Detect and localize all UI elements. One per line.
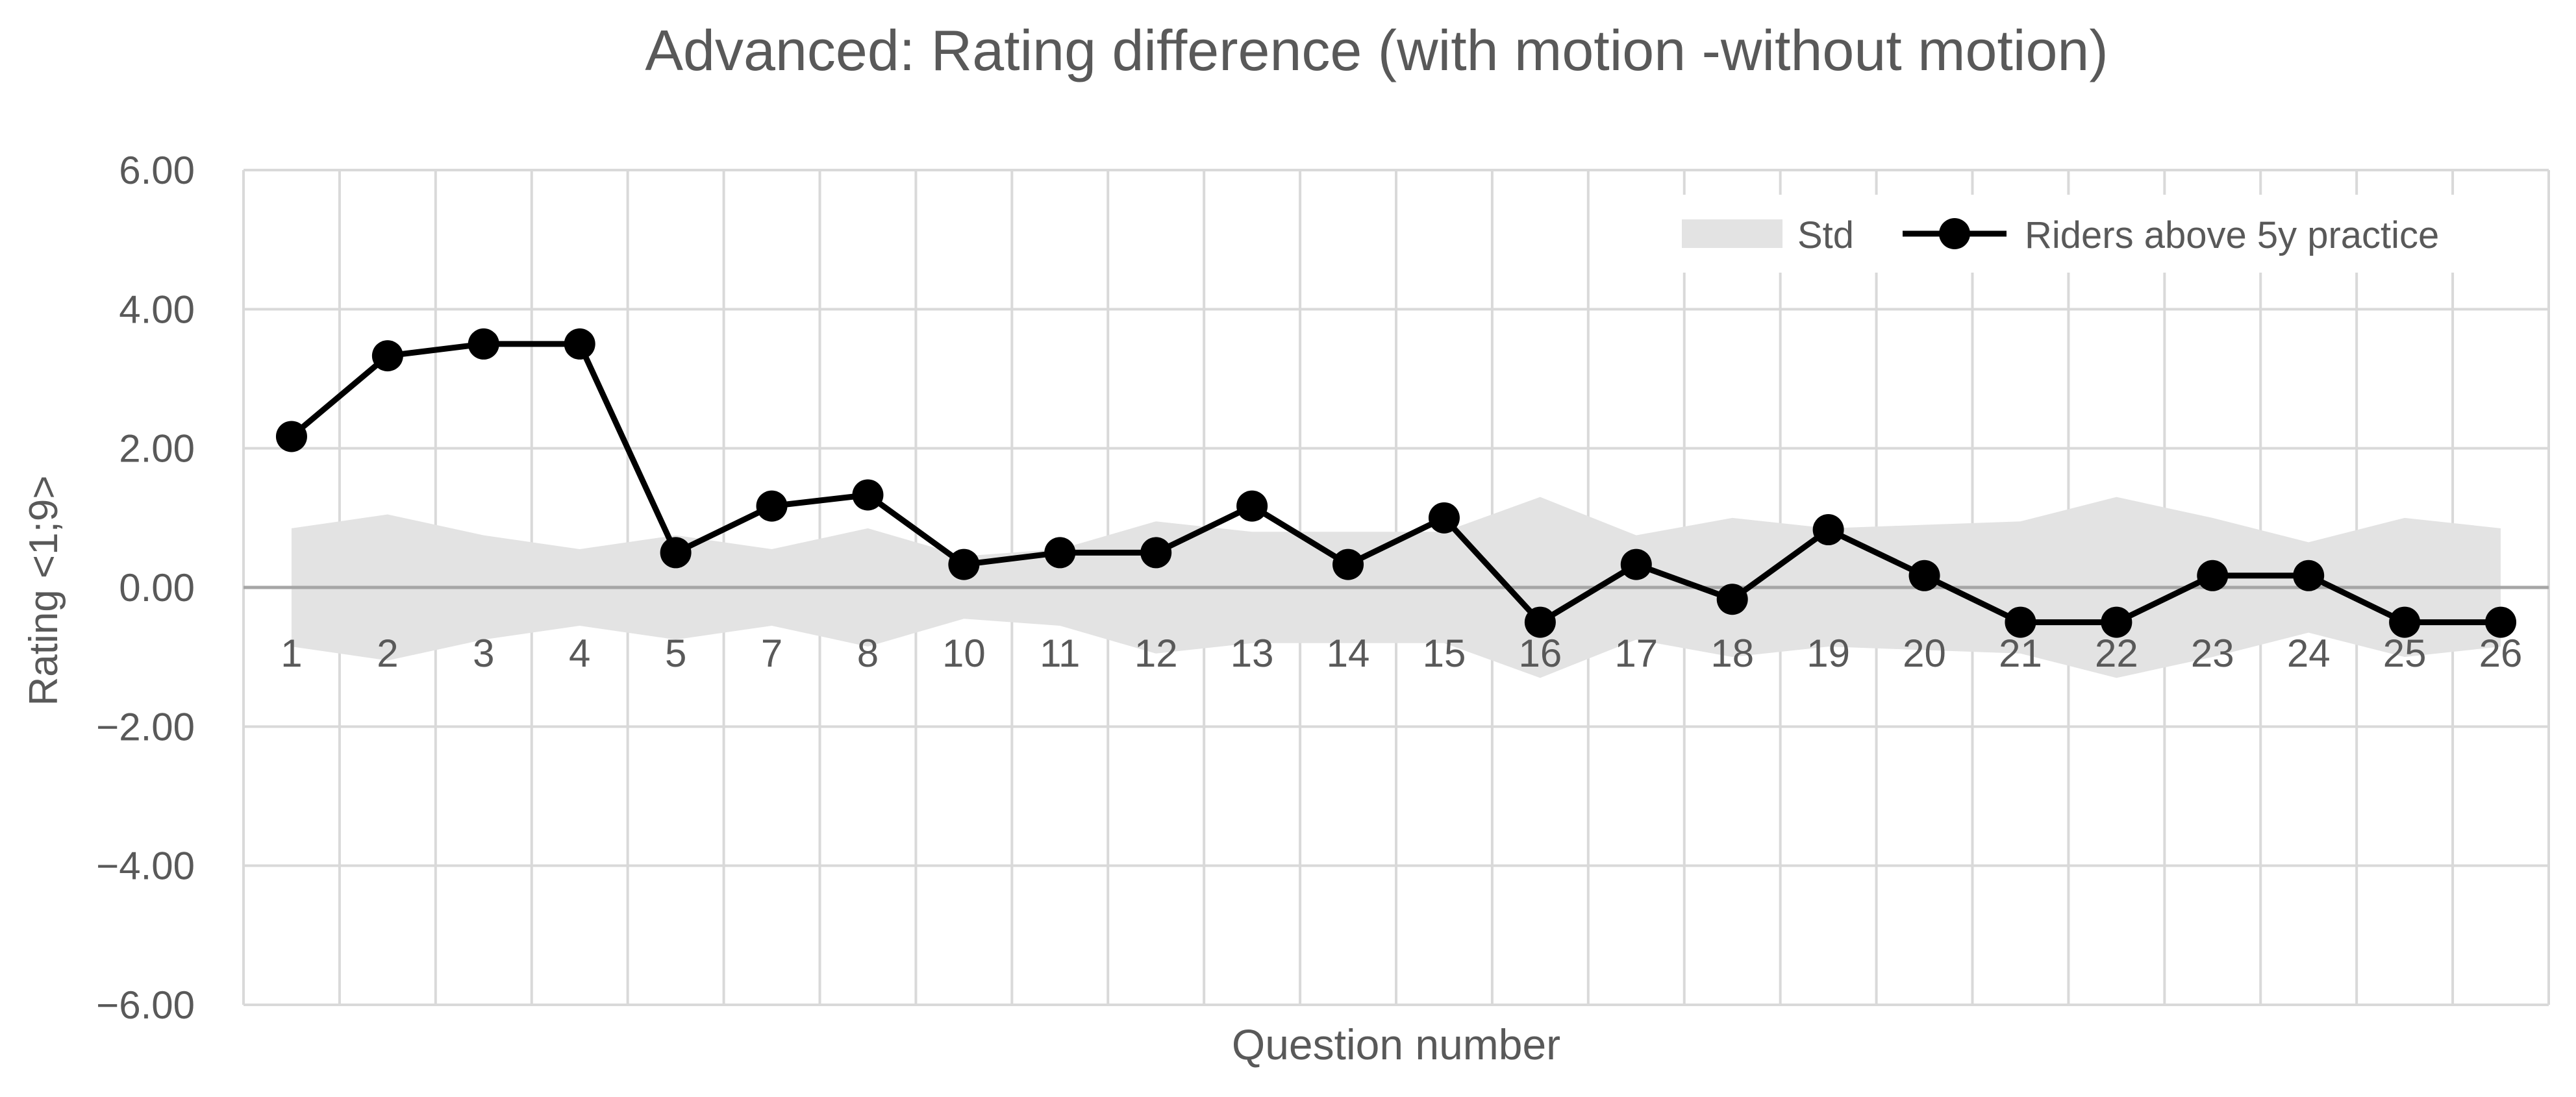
data-point-marker [1428,502,1460,534]
data-point-marker [1620,548,1652,580]
x-tick-label: 2 [377,632,398,675]
y-tick-label: −6.00 [96,983,195,1027]
x-tick-label: 11 [1040,632,1080,675]
data-point-marker [1044,537,1076,569]
data-point-marker [2005,606,2036,638]
x-tick-label: 19 [1807,632,1850,675]
x-tick-label: 23 [2191,632,2234,675]
data-point-marker [468,328,499,360]
data-point-marker [2293,560,2325,591]
data-point-marker [1524,606,1556,638]
data-point-marker [2101,606,2132,638]
y-tick-label: −4.00 [96,844,195,888]
x-axis-label: Question number [1232,1020,1560,1068]
x-tick-label: 10 [942,632,986,675]
data-point-marker [1236,490,1268,522]
series-line-layer [275,328,2517,638]
x-tick-labels: 1 2 3 4 5 7 8 10 11 12 13 14 15 16 17 18 19 20 21 22 23 24 25 2… [281,632,2522,675]
data-point-marker [948,548,980,580]
legend: Std Riders above 5y practice [1662,195,2532,273]
data-point-marker [275,421,307,452]
data-point-marker [2485,606,2517,638]
x-tick-label: 20 [1903,632,1946,675]
x-tick-label: 7 [761,632,782,675]
data-point-marker [1140,537,1172,569]
legend-swatch-std [1682,219,1782,248]
legend-label-riders: Riders above 5y practice [2025,214,2439,256]
x-tick-label: 16 [1519,632,1562,675]
x-tick-label: 22 [2095,632,2138,675]
data-point-marker [660,537,692,569]
x-tick-label: 5 [665,632,686,675]
x-tick-label: 26 [2479,632,2523,675]
x-tick-label: 24 [2287,632,2331,675]
y-tick-label: 6.00 [119,149,195,192]
data-point-marker [1908,560,1940,591]
x-tick-label: 13 [1231,632,1274,675]
data-point-marker [564,328,595,360]
y-tick-label: −2.00 [96,705,195,748]
y-tick-labels: 6.00 4.00 2.00 0.00 −2.00 −4.00 −6.00 [96,149,195,1027]
data-point-marker [852,479,884,511]
x-tick-label: 17 [1614,632,1658,675]
chart-title: Advanced: Rating difference (with motion… [645,18,2108,82]
x-tick-label: 21 [1999,632,2042,675]
data-point-marker [756,490,788,522]
x-tick-label: 1 [281,632,302,675]
x-tick-label: 25 [2383,632,2427,675]
legend-label-std: Std [1797,214,1854,256]
series-line-riders [290,341,2501,626]
legend-swatch-marker [1939,218,1970,249]
data-point-marker [1812,514,1844,546]
y-tick-label: 2.00 [119,427,195,471]
legend-background [1662,195,2532,273]
data-point-marker [371,340,403,372]
y-axis-label: Rating <1;9> [21,475,66,706]
x-tick-label: 15 [1423,632,1466,675]
data-point-marker [2197,560,2229,591]
x-tick-label: 12 [1134,632,1178,675]
data-point-marker [1332,548,1364,580]
data-point-marker [1716,584,1748,615]
data-point-marker [2389,606,2421,638]
y-tick-label: 0.00 [119,566,195,610]
x-tick-label: 8 [857,632,879,675]
x-tick-label: 4 [569,632,590,675]
x-tick-label: 14 [1327,632,1370,675]
y-tick-label: 4.00 [119,288,195,331]
x-tick-label: 3 [473,632,494,675]
x-tick-label: 18 [1710,632,1754,675]
